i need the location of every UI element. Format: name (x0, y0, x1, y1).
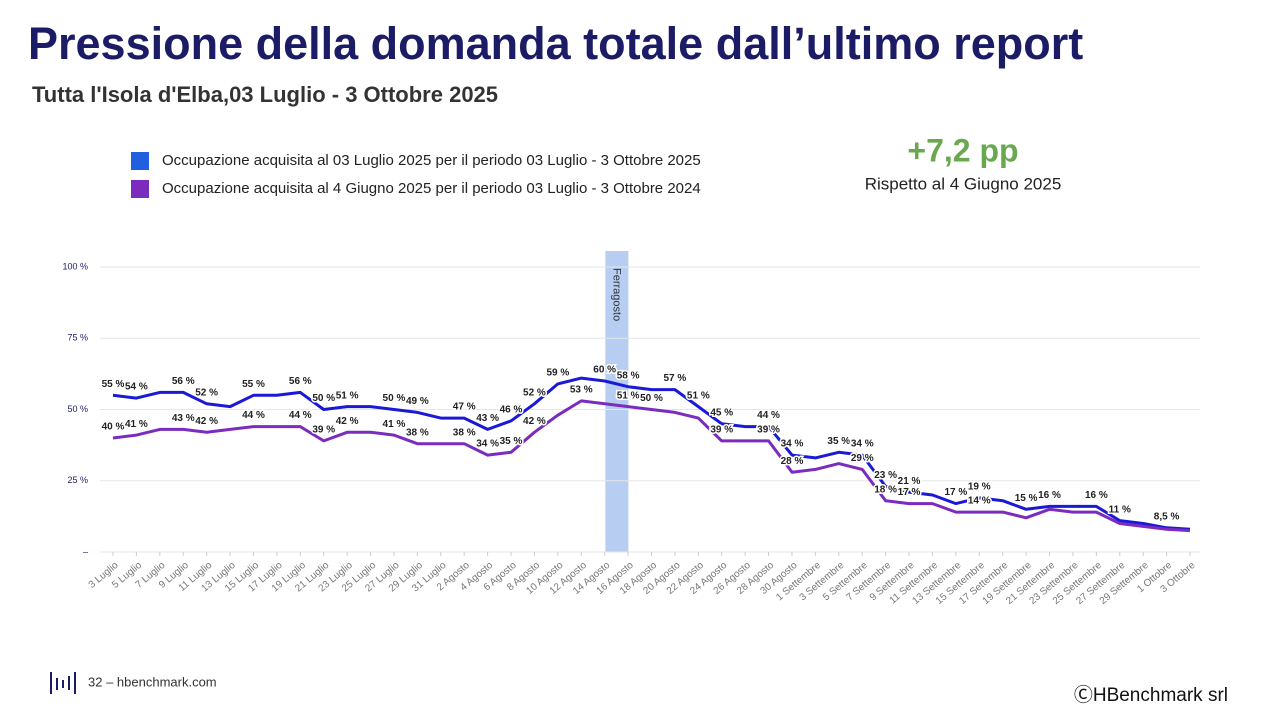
data-label: 43 % (172, 413, 195, 424)
data-label: 44 % (289, 410, 312, 421)
data-label: 55 % (242, 379, 265, 390)
data-label: 49 % (406, 396, 429, 407)
data-label: 50 % (640, 393, 663, 404)
data-label: 50 % (312, 393, 335, 404)
data-label: 51 % (336, 390, 359, 401)
data-label: 39 % (312, 424, 335, 435)
data-label: 55 % (102, 379, 125, 390)
data-label: 29 % (851, 453, 874, 464)
data-label: 54 % (125, 382, 148, 393)
data-label: 39 % (757, 424, 780, 435)
data-label: 40 % (102, 422, 125, 433)
legend-label: Occupazione acquisita al 03 Luglio 2025 … (162, 152, 701, 169)
annotation-label: Ferragosto (610, 268, 622, 321)
legend-label: Occupazione acquisita al 4 Giugno 2025 p… (162, 180, 701, 197)
data-label: 34 % (781, 439, 804, 450)
legend-swatch (131, 180, 149, 198)
data-label: 56 % (172, 376, 195, 387)
data-label: 53 % (570, 385, 593, 396)
data-label: 16 % (1038, 490, 1061, 501)
data-label: 44 % (757, 410, 780, 421)
data-label: 38 % (453, 427, 476, 438)
data-label: 59 % (546, 367, 569, 378)
y-tick-label: 25 % (67, 475, 88, 485)
data-label: 17 % (898, 487, 921, 498)
data-label: 57 % (664, 373, 687, 384)
annotation-band (605, 251, 629, 552)
kpi-value: +7,2 pp (907, 132, 1018, 168)
data-label: 43 % (476, 413, 499, 424)
data-label: 15 % (1015, 493, 1038, 504)
data-label: 42 % (336, 416, 359, 427)
data-label: 41 % (125, 419, 148, 430)
data-label: 28 % (781, 456, 804, 467)
kpi-caption: Rispetto al 4 Giugno 2025 (865, 174, 1062, 193)
series-line (112, 376, 1191, 531)
data-label: 17 % (944, 487, 967, 498)
data-label: 38 % (406, 427, 429, 438)
y-tick-label: 75 % (67, 333, 88, 343)
data-label: 34 % (476, 439, 499, 450)
data-label: 34 % (851, 439, 874, 450)
footer-copyright: ⒸHBenchmark srl (1074, 684, 1228, 706)
data-label: 58 % (617, 370, 640, 381)
data-label: 11 % (1109, 504, 1131, 515)
y-tick-label: – (83, 546, 88, 556)
data-label: 35 % (827, 436, 850, 447)
data-label: 14 % (968, 496, 991, 507)
data-label: 51 % (617, 390, 640, 401)
data-label: 39 % (710, 424, 733, 435)
data-label: 41 % (383, 419, 406, 430)
data-label: 52 % (195, 387, 218, 398)
footer-page: 32 – hbenchmark.com (88, 674, 217, 689)
slide-title: Pressione della domanda totale dall’ulti… (28, 18, 1084, 69)
data-label: 46 % (500, 405, 523, 416)
data-label: 51 % (687, 390, 710, 401)
data-label: 56 % (289, 376, 312, 387)
logo (50, 672, 76, 694)
y-tick-label: 100 % (62, 261, 88, 271)
data-label: 47 % (453, 402, 476, 413)
data-label: 50 % (383, 393, 406, 404)
data-label: 42 % (523, 416, 546, 427)
data-label: 23 % (874, 470, 897, 481)
data-label: 8,5 % (1154, 511, 1180, 522)
data-label: 19 % (968, 481, 991, 492)
y-tick-label: 50 % (67, 404, 88, 414)
data-label: 35 % (500, 436, 523, 447)
data-label: 52 % (523, 387, 546, 398)
data-label: 45 % (710, 407, 733, 418)
series-line (112, 399, 1191, 533)
data-label: 60 % (593, 365, 616, 376)
legend-swatch (131, 152, 149, 170)
slide-subtitle: Tutta l'Isola d'Elba,03 Luglio - 3 Ottob… (32, 82, 499, 107)
data-label: 44 % (242, 410, 265, 421)
data-label: 42 % (195, 416, 218, 427)
data-label: 18 % (874, 484, 897, 495)
data-label: 16 % (1085, 490, 1108, 501)
data-label: 21 % (898, 476, 921, 487)
